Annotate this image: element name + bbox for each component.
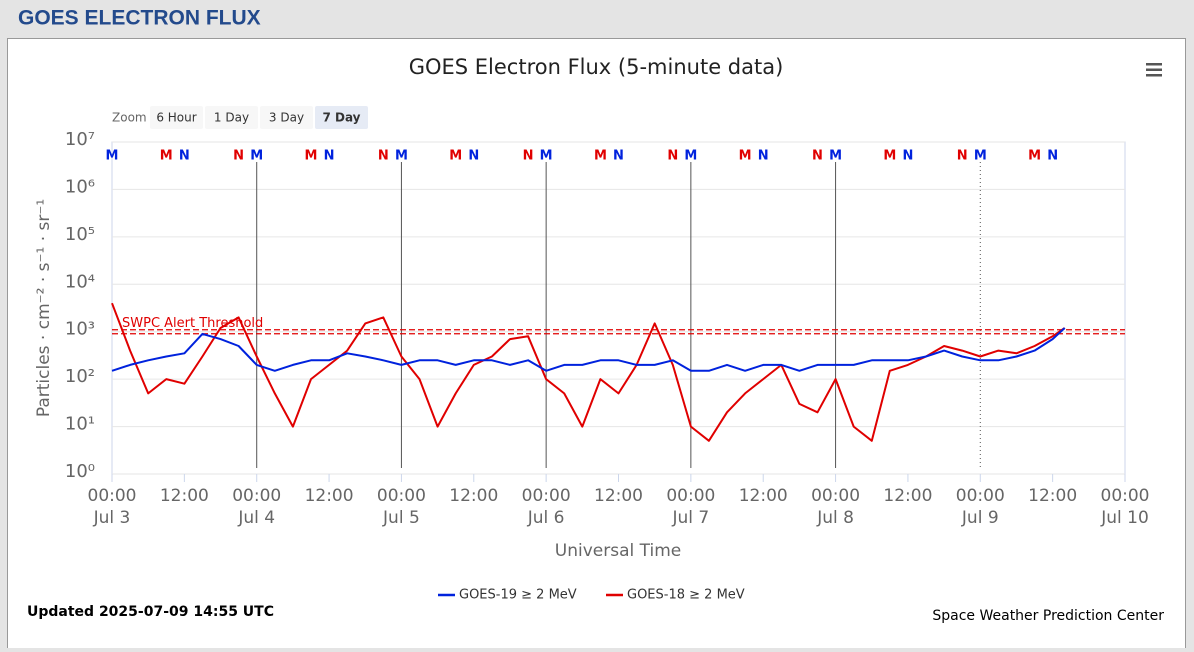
- satellite-marker: M: [829, 149, 842, 164]
- satellite-marker: N: [812, 149, 823, 164]
- updated-time: Updated 2025-07-09 14:55 UTC: [27, 604, 274, 620]
- x-tick-label: 00:00: [956, 486, 1005, 506]
- y-tick-label: 10¹: [65, 414, 95, 435]
- satellite-marker: N: [957, 149, 968, 164]
- legend-label[interactable]: GOES-18 ≥ 2 MeV: [627, 588, 745, 603]
- x-tick-label: 12:00: [594, 486, 643, 506]
- y-tick-label: 10⁷: [65, 129, 95, 150]
- satellite-marker: N: [523, 149, 534, 164]
- page-title: GOES ELECTRON FLUX: [18, 7, 261, 30]
- x-tick-sublabel: Jul 4: [237, 508, 275, 528]
- x-tick-sublabel: Jul 5: [382, 508, 420, 528]
- menu-bar: [1146, 63, 1162, 66]
- satellite-marker: N: [324, 149, 335, 164]
- satellite-marker: M: [305, 149, 318, 164]
- menu-bar: [1146, 74, 1162, 77]
- menu-button[interactable]: [1140, 56, 1168, 84]
- x-tick-label: 12:00: [160, 486, 209, 506]
- y-tick-label: 10⁴: [65, 271, 95, 292]
- menu-bar: [1146, 68, 1162, 71]
- satellite-marker: M: [160, 149, 173, 164]
- satellite-marker: M: [594, 149, 607, 164]
- zoom-button[interactable]: [205, 106, 258, 129]
- y-tick-label: 10⁵: [65, 224, 95, 245]
- satellite-marker: M: [540, 149, 553, 164]
- x-tick-sublabel: Jul 3: [93, 508, 131, 528]
- zoom-button[interactable]: [260, 106, 313, 129]
- satellite-marker: M: [684, 149, 697, 164]
- x-tick-label: 12:00: [1028, 486, 1077, 506]
- x-tick-sublabel: Jul 9: [961, 508, 999, 528]
- satellite-marker: M: [449, 149, 462, 164]
- satellite-marker: N: [1047, 149, 1058, 164]
- zoom-button-label[interactable]: 6 Hour: [156, 111, 196, 125]
- x-tick-sublabel: Jul 7: [671, 508, 709, 528]
- satellite-marker: M: [106, 149, 119, 164]
- satellite-marker: N: [468, 149, 479, 164]
- zoom-button[interactable]: [315, 106, 368, 129]
- x-tick-sublabel: Jul 6: [527, 508, 565, 528]
- zoom-button-label[interactable]: 7 Day: [322, 111, 360, 125]
- zoom-button-label[interactable]: 1 Day: [214, 111, 249, 125]
- y-tick-label: 10³: [65, 319, 95, 340]
- zoom-button[interactable]: [150, 106, 203, 129]
- y-tick-label: 10⁰: [65, 461, 95, 482]
- x-tick-label: 00:00: [232, 486, 281, 506]
- x-tick-label: 00:00: [522, 486, 571, 506]
- legend-label[interactable]: GOES-19 ≥ 2 MeV: [459, 588, 577, 603]
- satellite-marker: M: [739, 149, 752, 164]
- satellite-marker: M: [1028, 149, 1041, 164]
- satellite-marker: N: [378, 149, 389, 164]
- x-tick-label: 00:00: [88, 486, 137, 506]
- x-tick-sublabel: Jul 10: [1100, 508, 1149, 528]
- x-tick-label: 00:00: [377, 486, 426, 506]
- x-tick-label: 12:00: [883, 486, 932, 506]
- x-tick-label: 00:00: [666, 486, 715, 506]
- x-tick-label: 00:00: [811, 486, 860, 506]
- y-axis-title: Particles · cm⁻² · s⁻¹ · sr⁻¹: [34, 199, 54, 417]
- x-tick-sublabel: Jul 8: [816, 508, 854, 528]
- satellite-marker: N: [667, 149, 678, 164]
- x-tick-label: 12:00: [739, 486, 788, 506]
- series-line: [111, 327, 1066, 372]
- chart-title: GOES Electron Flux (5-minute data): [409, 55, 784, 79]
- satellite-marker: N: [758, 149, 769, 164]
- y-tick-label: 10⁶: [65, 176, 95, 197]
- satellite-marker: M: [250, 149, 263, 164]
- x-tick-label: 12:00: [449, 486, 498, 506]
- credit: Space Weather Prediction Center: [932, 608, 1164, 624]
- satellite-marker: M: [974, 149, 987, 164]
- y-tick-label: 10²: [65, 366, 95, 387]
- satellite-marker: N: [902, 149, 913, 164]
- satellite-marker: N: [179, 149, 190, 164]
- series-line: [111, 302, 1066, 442]
- x-tick-label: 12:00: [305, 486, 354, 506]
- zoom-button-label[interactable]: 3 Day: [269, 111, 304, 125]
- satellite-marker: M: [883, 149, 896, 164]
- x-axis-title: Universal Time: [555, 541, 681, 561]
- satellite-marker: N: [613, 149, 624, 164]
- zoom-label: Zoom: [112, 111, 147, 125]
- x-tick-label: 00:00: [1101, 486, 1150, 506]
- satellite-marker: N: [233, 149, 244, 164]
- satellite-marker: M: [395, 149, 408, 164]
- plot-area: [111, 141, 1126, 475]
- threshold-label: SWPC Alert Threshold: [122, 316, 263, 331]
